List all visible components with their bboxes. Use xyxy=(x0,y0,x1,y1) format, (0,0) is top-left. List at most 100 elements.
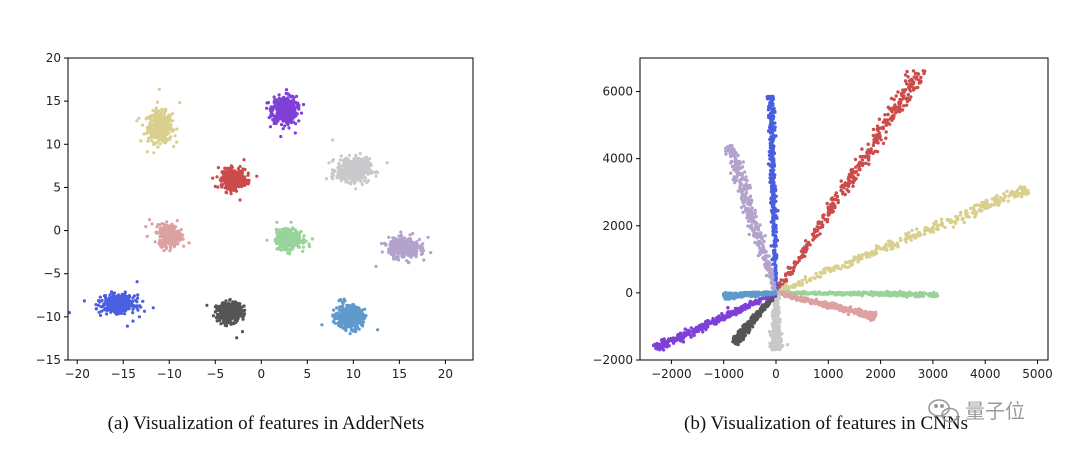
addernets-point xyxy=(164,247,168,251)
addernets-point xyxy=(361,163,365,167)
cnns-point xyxy=(911,69,916,73)
addernets-point xyxy=(275,220,279,224)
addernets-point xyxy=(215,319,219,323)
addernets-point xyxy=(350,322,354,327)
addernets-point xyxy=(291,99,295,103)
addernets-point xyxy=(168,119,172,123)
plot0-xtick-label: 10 xyxy=(346,367,361,381)
cnns-point xyxy=(835,194,840,199)
addernets-point xyxy=(348,304,352,308)
cnns-point xyxy=(816,221,820,226)
addernets-point xyxy=(232,170,236,174)
cnns-point xyxy=(839,267,843,271)
addernets-point xyxy=(181,233,185,237)
cnns-point xyxy=(860,253,865,257)
addernets-point xyxy=(169,123,173,127)
addernets-point xyxy=(281,245,285,249)
addernets-point xyxy=(349,312,353,316)
cnns-point xyxy=(803,277,808,281)
addernets-point xyxy=(230,310,234,314)
addernets-point xyxy=(275,228,279,232)
addernets-point xyxy=(142,309,147,313)
addernets-point xyxy=(145,126,149,130)
addernets-point xyxy=(342,161,346,165)
addernets-point xyxy=(125,324,129,328)
addernets-point xyxy=(131,296,135,300)
addernets-point xyxy=(289,109,293,113)
cnns-point xyxy=(894,110,898,114)
addernets-point xyxy=(182,244,186,248)
addernets-point xyxy=(355,319,359,323)
addernets-point xyxy=(360,316,364,320)
addernets-point xyxy=(291,235,295,239)
addernets-point xyxy=(422,258,426,262)
addernets-point xyxy=(348,332,352,336)
addernets-point xyxy=(340,325,344,329)
addernets-point xyxy=(104,306,108,310)
addernets-point xyxy=(219,312,224,316)
addernets-point xyxy=(149,122,153,126)
addernets-point xyxy=(347,162,351,166)
addernets-point xyxy=(363,307,367,311)
addernets-point xyxy=(265,106,269,110)
addernets-point xyxy=(237,183,241,187)
addernets-point xyxy=(354,187,358,191)
addernets-point xyxy=(231,303,235,307)
addernets-point xyxy=(120,304,124,308)
cnns-point xyxy=(867,155,871,159)
addernets-point xyxy=(135,304,139,308)
addernets-point xyxy=(123,290,127,294)
cnns-point xyxy=(842,186,846,190)
cnns-point xyxy=(856,173,860,177)
addernets-point xyxy=(234,173,238,177)
addernets-point xyxy=(151,129,155,133)
addernets-point xyxy=(347,153,352,157)
addernets-point xyxy=(294,238,298,242)
addernets-point xyxy=(168,245,173,249)
addernets-point xyxy=(246,173,250,177)
addernets-point xyxy=(232,314,237,319)
addernets-point xyxy=(100,298,104,302)
addernets-point xyxy=(242,309,246,313)
addernets-point xyxy=(363,169,367,173)
addernets-point xyxy=(380,250,384,254)
addernets-point xyxy=(301,245,305,249)
cnns-point xyxy=(973,203,977,208)
cnns-point xyxy=(916,85,920,90)
addernets-point xyxy=(239,175,243,179)
addernets-point xyxy=(120,292,124,296)
addernets-point xyxy=(164,224,168,228)
addernets-point xyxy=(255,174,259,178)
addernets-point xyxy=(281,237,285,241)
addernets-point xyxy=(236,315,240,319)
cnns-point xyxy=(1011,190,1015,195)
addernets-cluster xyxy=(265,88,306,139)
addernets-point xyxy=(409,241,413,245)
cnns-point xyxy=(995,193,999,198)
addernets-point xyxy=(223,323,227,327)
addernets-point xyxy=(301,249,305,253)
addernets-point xyxy=(382,241,387,245)
cnns-point xyxy=(973,215,977,219)
cnns-point xyxy=(939,217,944,221)
addernets-point xyxy=(346,317,351,322)
addernets-point xyxy=(152,141,156,145)
addernets-point xyxy=(287,235,291,239)
addernets-point xyxy=(349,316,353,320)
cnns-point xyxy=(902,104,906,108)
addernets-point xyxy=(109,310,113,314)
addernets-point xyxy=(168,249,172,253)
addernets-point xyxy=(376,328,380,332)
addernets-point xyxy=(363,165,367,169)
addernets-point xyxy=(409,255,413,259)
addernets-point xyxy=(396,258,401,262)
addernets-point xyxy=(158,124,162,128)
addernets-point xyxy=(240,184,244,189)
cnns-point xyxy=(784,282,788,287)
cnns-point xyxy=(1020,195,1024,199)
addernets-point xyxy=(345,165,349,170)
addernets-point xyxy=(231,321,235,325)
cnns-point xyxy=(851,169,856,173)
addernets-point xyxy=(168,238,173,242)
cnns-point xyxy=(909,95,913,99)
